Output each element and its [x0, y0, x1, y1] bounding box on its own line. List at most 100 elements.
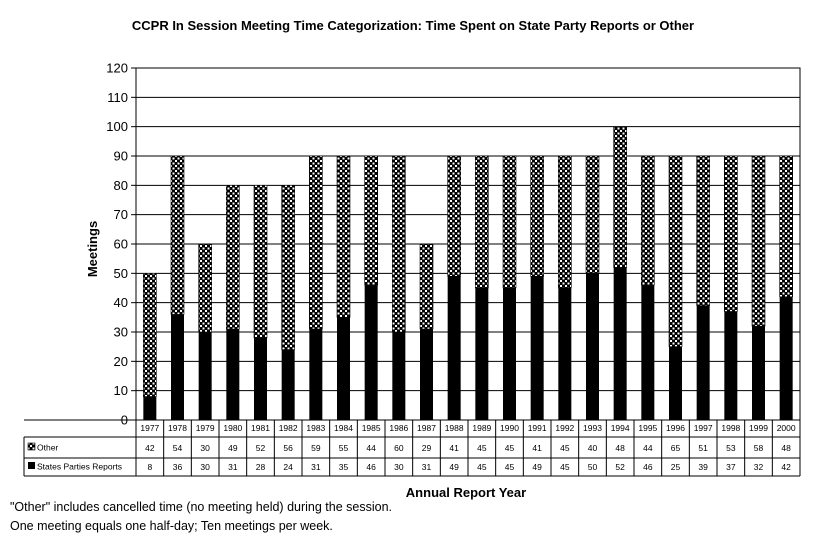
- legend-label-other: Other: [37, 443, 58, 453]
- bar-states-parties-reports: [447, 276, 461, 420]
- bar-other: [585, 155, 600, 274]
- y-tick-label: 110: [107, 90, 128, 105]
- x-tick-label: 1986: [389, 423, 408, 433]
- table-value-other: 42: [145, 443, 155, 453]
- bar-states-parties-reports: [309, 329, 323, 420]
- table-value-states-parties-reports: 31: [228, 462, 238, 472]
- table-value-other: 44: [643, 443, 653, 453]
- bar-states-parties-reports: [503, 288, 516, 420]
- y-tick-label: 40: [114, 295, 128, 310]
- y-tick-label: 70: [114, 207, 128, 222]
- table-value-states-parties-reports: 31: [422, 462, 432, 472]
- bar-other: [530, 155, 544, 277]
- table-value-states-parties-reports: 35: [339, 462, 349, 472]
- bar-states-parties-reports: [171, 314, 184, 420]
- table-value-states-parties-reports: 49: [449, 462, 459, 472]
- table-value-states-parties-reports: 36: [173, 462, 183, 472]
- bar-states-parties-reports: [752, 326, 765, 420]
- x-tick-label: 1980: [223, 423, 242, 433]
- data-table: 1977 42 8 1978 54 36 1979 30 30 1980 49 31 1981 52 28 1…: [23, 419, 801, 477]
- bar-states-parties-reports: [669, 346, 682, 420]
- bar-states-parties-reports: [613, 267, 627, 420]
- bar-states-parties-reports: [281, 349, 295, 420]
- table-value-other: 45: [560, 443, 570, 453]
- table-value-other: 60: [394, 443, 404, 453]
- y-tick-label: 20: [114, 354, 128, 369]
- bar-other: [336, 155, 351, 318]
- table-value-other: 45: [477, 443, 487, 453]
- table-value-other: 52: [256, 443, 266, 453]
- bar-other: [613, 126, 627, 268]
- bar-other: [447, 155, 461, 277]
- table-value-states-parties-reports: 28: [256, 462, 266, 472]
- table-value-states-parties-reports: 50: [588, 462, 598, 472]
- bar-states-parties-reports: [198, 332, 212, 420]
- table-value-states-parties-reports: 39: [698, 462, 708, 472]
- table-value-other: 58: [754, 443, 764, 453]
- y-tick-label: 120: [106, 61, 128, 76]
- legend-label-states-parties-reports: States Parties Reports: [37, 462, 122, 472]
- table-value-states-parties-reports: 46: [643, 462, 653, 472]
- table-value-states-parties-reports: 8: [147, 462, 152, 472]
- x-tick-label: 1988: [445, 423, 464, 433]
- legend-swatch-states-parties-reports: [28, 462, 35, 469]
- bar-other: [696, 155, 710, 306]
- table-value-states-parties-reports: 37: [726, 462, 736, 472]
- table-value-other: 48: [615, 443, 625, 453]
- x-tick-label: 1978: [168, 423, 187, 433]
- bar-other: [724, 155, 738, 312]
- bar-other: [253, 185, 268, 339]
- bar-other: [281, 185, 295, 350]
- x-tick-label: 1982: [279, 423, 298, 433]
- bar-states-parties-reports: [641, 285, 655, 420]
- x-tick-label: 1979: [196, 423, 215, 433]
- x-tick-label: 1989: [472, 423, 491, 433]
- bar-states-parties-reports: [530, 276, 544, 420]
- table-value-states-parties-reports: 52: [615, 462, 625, 472]
- x-tick-label: 1994: [611, 423, 630, 433]
- table-value-other: 59: [311, 443, 321, 453]
- x-tick-label: 1985: [362, 423, 381, 433]
- x-tick-label: 1995: [638, 423, 657, 433]
- table-value-other: 56: [283, 443, 293, 453]
- table-value-other: 51: [698, 443, 708, 453]
- bar-other: [143, 273, 157, 397]
- x-tick-label: 1984: [334, 423, 353, 433]
- bar-other: [779, 155, 793, 298]
- x-tick-label: 1997: [694, 423, 713, 433]
- bar-other: [364, 155, 378, 286]
- y-tick-label: 30: [114, 325, 128, 340]
- x-tick-label: 1996: [666, 423, 685, 433]
- bar-other: [502, 155, 517, 289]
- table-value-states-parties-reports: 49: [532, 462, 542, 472]
- bar-other: [170, 155, 185, 315]
- bar-states-parties-reports: [337, 317, 350, 420]
- y-tick-label: 90: [114, 149, 128, 164]
- table-value-other: 29: [422, 443, 432, 453]
- note-meeting: One meeting equals one half-day; Ten mee…: [10, 519, 333, 533]
- bar-other: [475, 155, 489, 289]
- x-tick-label: 1981: [251, 423, 270, 433]
- x-tick-label: 1993: [583, 423, 602, 433]
- table-value-other: 30: [200, 443, 210, 453]
- x-tick-label: 1990: [500, 423, 519, 433]
- table-value-states-parties-reports: 24: [283, 462, 293, 472]
- table-value-other: 41: [532, 443, 542, 453]
- bar-other: [419, 243, 434, 330]
- table-value-other: 48: [781, 443, 791, 453]
- table-value-states-parties-reports: 42: [781, 462, 791, 472]
- table-value-states-parties-reports: 25: [671, 462, 681, 472]
- table-value-states-parties-reports: 45: [505, 462, 515, 472]
- bar-states-parties-reports: [586, 273, 599, 420]
- bar-states-parties-reports: [475, 288, 489, 420]
- table-value-states-parties-reports: 45: [477, 462, 487, 472]
- bar-states-parties-reports: [364, 285, 378, 420]
- bar-states-parties-reports: [724, 311, 738, 420]
- table-value-other: 65: [671, 443, 681, 453]
- bar-states-parties-reports: [143, 396, 157, 420]
- chart-title: CCPR In Session Meeting Time Categorizat…: [132, 18, 694, 33]
- x-tick-label: 1991: [528, 423, 547, 433]
- table-value-states-parties-reports: 46: [366, 462, 376, 472]
- bar-other: [641, 155, 655, 286]
